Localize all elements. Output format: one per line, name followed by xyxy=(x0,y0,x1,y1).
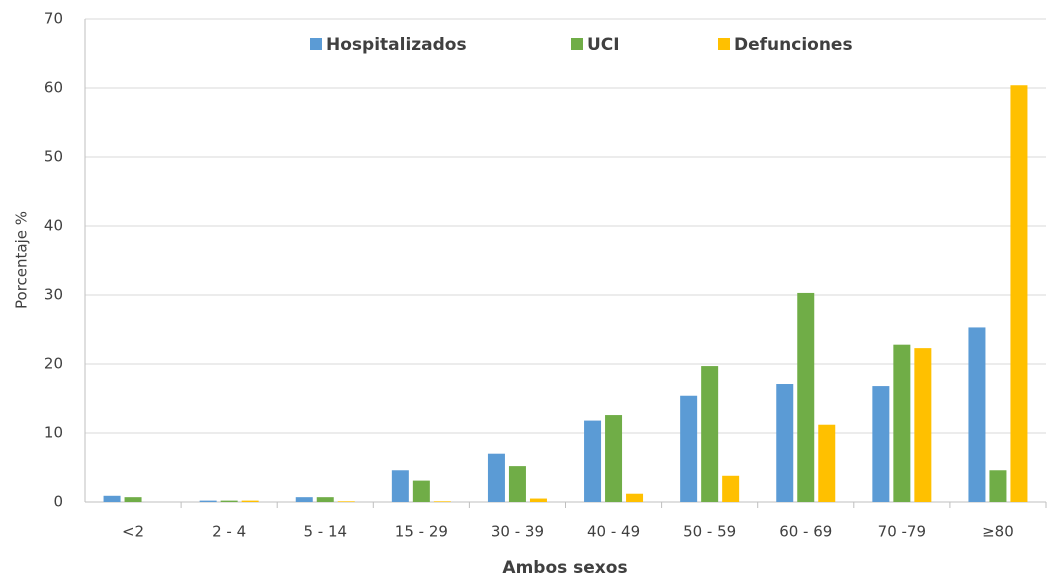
x-tick-label: 70 -79 xyxy=(878,523,926,541)
x-tick-label: <2 xyxy=(122,523,144,541)
bar xyxy=(103,495,121,502)
bar xyxy=(124,497,142,502)
bar xyxy=(220,500,238,502)
bar xyxy=(584,420,602,502)
bar xyxy=(722,475,740,502)
bar xyxy=(776,384,794,502)
bar xyxy=(680,395,698,502)
legend-swatch xyxy=(718,38,730,50)
bar xyxy=(893,344,911,502)
bar xyxy=(508,466,526,502)
bar xyxy=(818,424,836,502)
x-tick-label: 50 - 59 xyxy=(683,523,736,541)
y-tick-label: 30 xyxy=(44,286,63,304)
legend-swatch xyxy=(571,38,583,50)
bar xyxy=(487,453,505,502)
bar xyxy=(626,493,644,502)
bar xyxy=(1010,85,1028,503)
bar xyxy=(797,292,815,502)
y-axis-title: Porcentaje % xyxy=(13,211,31,309)
bar xyxy=(872,386,890,502)
y-tick-label: 50 xyxy=(44,148,63,166)
x-tick-label: 30 - 39 xyxy=(491,523,544,541)
x-axis-title: Ambos sexos xyxy=(502,558,627,578)
y-tick-label: 10 xyxy=(44,424,63,442)
legend-label: Hospitalizados xyxy=(326,35,467,55)
bar xyxy=(295,497,313,502)
bar xyxy=(337,501,355,502)
legend-label: Defunciones xyxy=(734,35,853,55)
y-tick-label: 0 xyxy=(53,493,63,511)
bar xyxy=(914,348,932,502)
x-tick-label: 15 - 29 xyxy=(395,523,448,541)
y-tick-label: 20 xyxy=(44,355,63,373)
bar xyxy=(412,480,430,502)
bar xyxy=(433,501,451,502)
bar xyxy=(529,498,547,502)
x-tick-label: 2 - 4 xyxy=(212,523,246,541)
bar xyxy=(391,470,409,502)
bar xyxy=(989,470,1007,502)
bar xyxy=(605,415,623,502)
x-tick-label: ≥80 xyxy=(982,523,1014,541)
x-tick-label: 60 - 69 xyxy=(779,523,832,541)
x-tick-label: 40 - 49 xyxy=(587,523,640,541)
y-tick-label: 60 xyxy=(44,79,63,97)
legend-label: UCI xyxy=(587,35,620,55)
y-tick-label: 70 xyxy=(44,10,63,28)
y-tick-label: 40 xyxy=(44,217,63,235)
bar xyxy=(241,500,259,502)
legend-swatch xyxy=(310,38,322,50)
bar xyxy=(316,497,334,502)
bar xyxy=(701,366,719,502)
bar xyxy=(199,500,217,502)
x-tick-label: 5 - 14 xyxy=(303,523,347,541)
bar xyxy=(968,327,986,502)
